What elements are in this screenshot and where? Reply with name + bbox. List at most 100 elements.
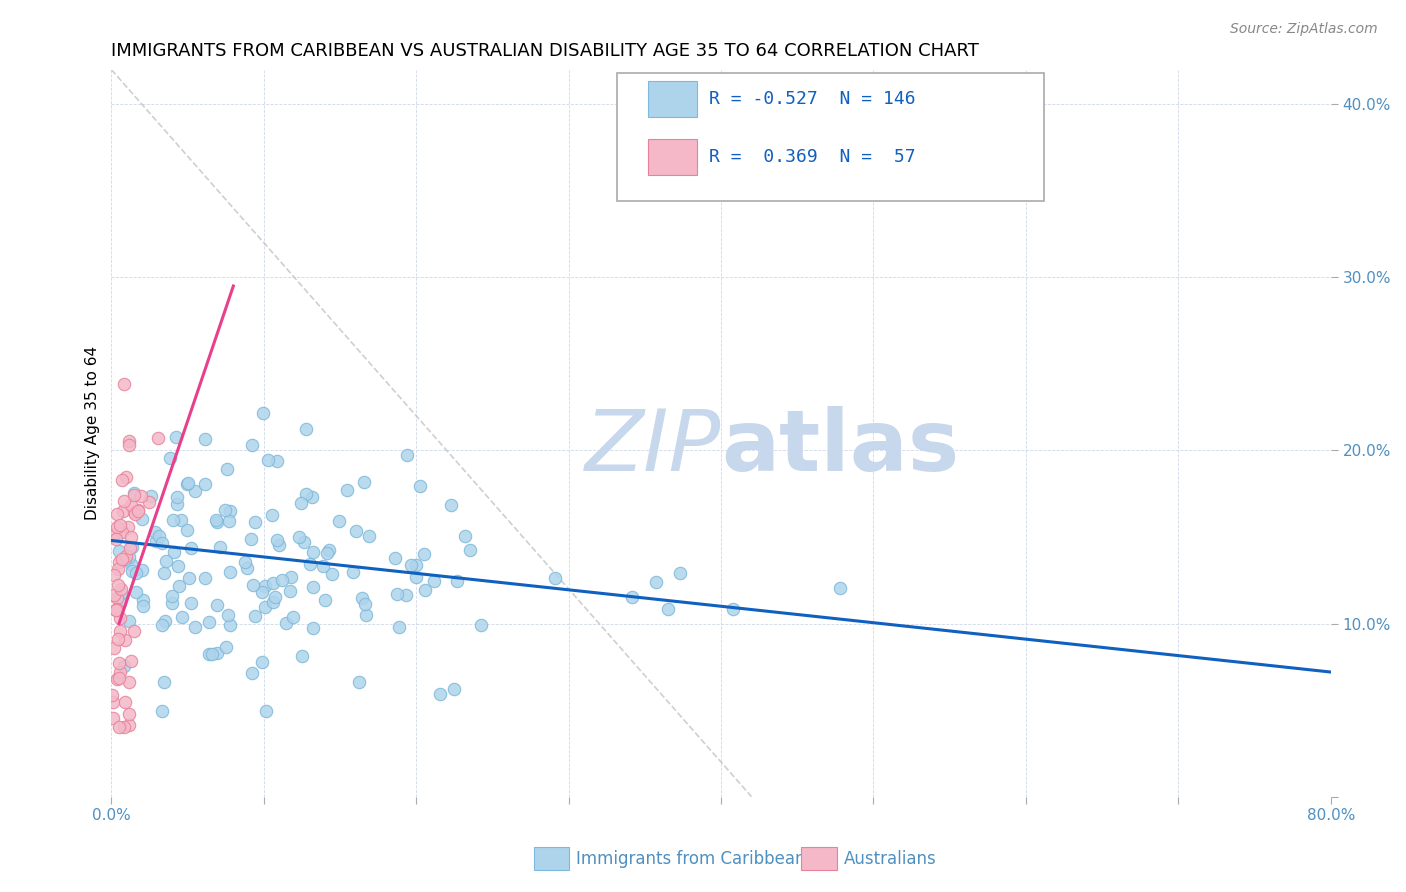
Point — [236, 561, 259, 575]
Point — [218, 565, 240, 579]
Point — [166, 497, 188, 511]
Point — [121, 540, 143, 554]
Point — [120, 498, 142, 512]
Point — [105, 601, 128, 615]
Point — [177, 571, 200, 585]
FancyBboxPatch shape — [648, 139, 696, 175]
Point — [291, 648, 314, 663]
Point — [242, 578, 264, 592]
Point — [112, 721, 135, 735]
Point — [107, 632, 129, 647]
Point — [170, 610, 193, 624]
FancyBboxPatch shape — [648, 80, 696, 117]
Point — [138, 494, 160, 508]
Point — [111, 525, 134, 540]
Point — [184, 483, 207, 498]
Point — [295, 422, 318, 436]
Point — [401, 558, 423, 573]
Point — [124, 507, 146, 521]
Point — [240, 665, 263, 680]
Point — [107, 721, 129, 735]
Point — [100, 689, 122, 703]
Point — [118, 718, 141, 732]
Point — [114, 633, 136, 648]
Point — [344, 524, 367, 539]
Point — [122, 486, 145, 500]
Point — [263, 591, 285, 605]
Point — [388, 620, 411, 634]
Point — [262, 595, 284, 609]
Point — [423, 574, 446, 588]
Point — [117, 520, 139, 534]
Point — [446, 574, 468, 588]
Point — [101, 711, 124, 725]
Point — [215, 461, 238, 475]
Point — [118, 615, 141, 629]
Point — [110, 665, 132, 679]
Point — [271, 573, 294, 587]
Text: IMMIGRANTS FROM CARIBBEAN VS AUSTRALIAN DISABILITY AGE 35 TO 64 CORRELATION CHAR: IMMIGRANTS FROM CARIBBEAN VS AUSTRALIAN … — [111, 42, 980, 60]
Point — [354, 597, 377, 611]
Point — [349, 674, 371, 689]
Point — [413, 583, 436, 598]
Point — [266, 454, 288, 468]
Point — [454, 528, 477, 542]
Point — [159, 450, 181, 465]
Point — [150, 704, 173, 718]
Point — [118, 541, 141, 556]
Point — [118, 549, 141, 564]
Point — [105, 519, 128, 533]
Point — [160, 596, 183, 610]
Point — [111, 551, 134, 566]
Point — [122, 488, 145, 502]
Point — [150, 536, 173, 550]
Point — [405, 570, 427, 584]
Point — [155, 554, 177, 568]
Point — [336, 483, 359, 498]
Point — [266, 533, 288, 547]
Point — [645, 574, 668, 589]
Point — [194, 571, 217, 585]
Point — [103, 567, 125, 582]
Point — [125, 566, 148, 580]
Point — [111, 473, 134, 487]
Point — [108, 544, 131, 558]
Point — [103, 641, 125, 656]
Point — [254, 704, 277, 718]
Point — [342, 565, 364, 579]
Point — [828, 582, 851, 596]
Point — [105, 673, 128, 687]
Point — [105, 526, 128, 541]
Point — [245, 515, 267, 529]
Point — [214, 503, 236, 517]
Point — [353, 475, 375, 489]
Point — [357, 528, 380, 542]
Point — [169, 579, 191, 593]
Point — [218, 514, 240, 528]
Point — [165, 430, 187, 444]
Point — [120, 654, 142, 668]
Point — [240, 438, 263, 452]
Point — [254, 579, 277, 593]
Point — [122, 505, 145, 519]
Point — [105, 532, 128, 546]
Point — [120, 530, 142, 544]
Point — [395, 448, 418, 462]
Point — [440, 498, 463, 512]
Point — [384, 551, 406, 566]
Text: Australians: Australians — [844, 850, 936, 868]
Point — [103, 588, 125, 602]
Point — [118, 434, 141, 448]
Point — [721, 602, 744, 616]
FancyBboxPatch shape — [617, 73, 1045, 201]
Point — [240, 532, 263, 546]
Point — [395, 588, 418, 602]
Point — [201, 648, 224, 662]
Point — [180, 596, 202, 610]
Point — [405, 558, 427, 573]
Point — [124, 624, 146, 638]
Point — [107, 672, 129, 686]
Point — [668, 566, 690, 581]
Point — [110, 586, 132, 600]
Point — [245, 608, 267, 623]
